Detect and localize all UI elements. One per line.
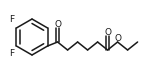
Text: F: F xyxy=(9,15,15,24)
Text: F: F xyxy=(9,50,15,59)
Text: O: O xyxy=(114,34,121,43)
Text: O: O xyxy=(104,28,111,37)
Text: O: O xyxy=(54,20,61,29)
